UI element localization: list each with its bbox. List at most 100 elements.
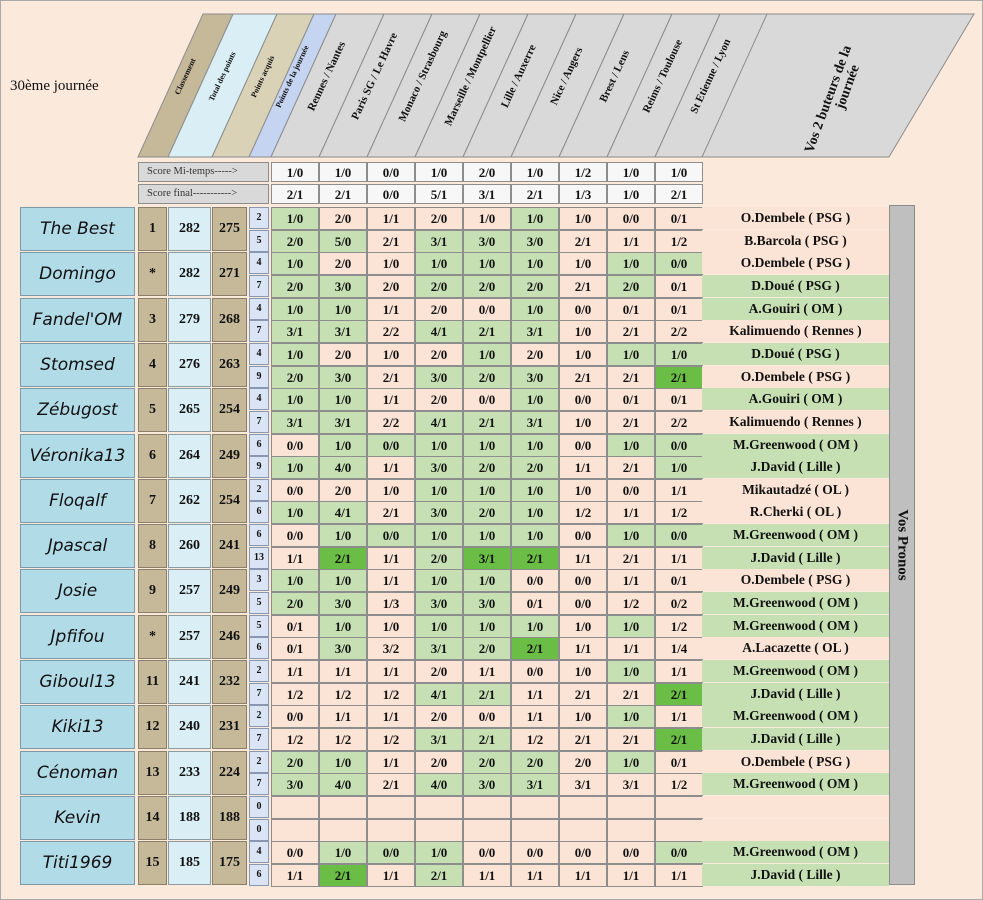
prono-cell: 1/1 <box>367 750 415 774</box>
prono-cell: 2/0 <box>319 252 367 276</box>
day-points: 5 <box>249 229 269 252</box>
prono-cell: 1/0 <box>511 478 559 502</box>
prono-cell: 1/0 <box>319 524 367 548</box>
prono-cell: 3/1 <box>271 320 319 344</box>
player-points-acquis: 249 <box>212 569 247 614</box>
player-rank: 12 <box>138 705 167 750</box>
prono-cell: 0/0 <box>271 433 319 457</box>
prono-cell: 1/2 <box>319 727 367 751</box>
player-name: Véronika13 <box>20 433 135 478</box>
scorer-pick: M.Greenwood ( OM ) <box>702 433 889 456</box>
prono-cell: 2/1 <box>559 682 607 706</box>
player-total-points: 262 <box>168 478 211 523</box>
player-points-acquis: 175 <box>212 841 247 886</box>
mi-temps-score-2: 1/0 <box>319 162 367 182</box>
prono-cell <box>559 818 607 842</box>
scorer-pick: A.Gouiri ( OM ) <box>702 388 889 411</box>
prono-cell: 2/2 <box>367 410 415 434</box>
prono-cell: 2/1 <box>319 863 367 887</box>
prono-cell: 2/1 <box>511 546 559 570</box>
player-total-points: 282 <box>168 207 211 251</box>
prono-cell: 3/0 <box>463 773 511 797</box>
prono-cell: 1/0 <box>319 388 367 412</box>
prono-cell: 1/0 <box>511 524 559 548</box>
player-points-acquis: 254 <box>212 388 247 433</box>
prono-cell <box>415 818 463 842</box>
prono-cell: 3/0 <box>415 456 463 480</box>
prono-cell <box>607 795 655 819</box>
day-points: 2 <box>249 207 269 229</box>
prono-cell: 0/1 <box>271 614 319 638</box>
prono-cell: 1/0 <box>463 569 511 593</box>
prono-cell: 1/1 <box>607 863 655 887</box>
prono-cell: 0/0 <box>559 841 607 865</box>
prono-cell: 1/0 <box>319 297 367 321</box>
prono-cell: 2/1 <box>463 320 511 344</box>
prono-cell <box>415 795 463 819</box>
prono-cell: 3/0 <box>319 592 367 615</box>
prono-cell: 2/1 <box>559 274 607 298</box>
day-points: 3 <box>249 569 269 592</box>
player-name: Stomsed <box>20 342 135 387</box>
prono-cell: 1/0 <box>271 456 319 480</box>
prono-cell: 3/1 <box>271 410 319 434</box>
player-total-points: 188 <box>168 795 211 840</box>
prono-cell: 2/1 <box>511 637 559 661</box>
prono-cell: 1/0 <box>607 252 655 276</box>
day-points: 6 <box>249 501 269 524</box>
player-points-acquis: 268 <box>212 297 247 342</box>
prono-cell: 1/0 <box>607 433 655 457</box>
prono-cell <box>655 818 703 842</box>
prono-cell: 1/2 <box>607 592 655 615</box>
prono-cell <box>271 795 319 819</box>
prono-cell: 3/0 <box>511 365 559 389</box>
scorer-pick: M.Greenwood ( OM ) <box>702 614 889 637</box>
day-points: 7 <box>249 410 269 433</box>
player-rank: 15 <box>138 841 167 886</box>
prono-cell: 2/0 <box>511 750 559 774</box>
player-name: Josie <box>20 569 135 614</box>
prono-cell: 2/1 <box>559 229 607 253</box>
player-name: The Best <box>20 207 135 251</box>
player-name: Fandel'OM <box>20 297 135 342</box>
player-rank: * <box>138 252 167 297</box>
day-points: 5 <box>249 592 269 614</box>
player-total-points: 185 <box>168 841 211 886</box>
day-points: 2 <box>249 660 269 682</box>
prono-cell: 1/0 <box>607 750 655 774</box>
prono-cell: 1/1 <box>607 229 655 253</box>
day-points: 6 <box>249 524 269 547</box>
prono-cell: 4/1 <box>415 682 463 706</box>
prono-cell: 3/0 <box>319 274 367 298</box>
prono-cell: 0/0 <box>463 841 511 865</box>
prono-cell: 1/0 <box>271 297 319 321</box>
prono-cell: 3/1 <box>511 320 559 344</box>
prono-cell: 1/0 <box>655 456 703 480</box>
prono-cell: 3/1 <box>319 410 367 434</box>
mi-temps-score-7: 1/2 <box>559 162 607 182</box>
scorer-pick: M.Greenwood ( OM ) <box>702 841 889 864</box>
prono-cell: 4/0 <box>319 773 367 797</box>
scorer-pick: M.Greenwood ( OM ) <box>702 660 889 682</box>
player-total-points: 257 <box>168 569 211 614</box>
prono-cell: 1/0 <box>559 207 607 230</box>
player-points-acquis: 246 <box>212 614 247 659</box>
prono-cell: 1/0 <box>415 841 463 865</box>
prono-cell: 0/0 <box>559 433 607 457</box>
scorer-pick: A.Gouiri ( OM ) <box>702 297 889 320</box>
prono-cell: 1/0 <box>367 614 415 638</box>
player-total-points: 257 <box>168 614 211 659</box>
prono-cell: 0/1 <box>655 207 703 230</box>
scorer-pick: M.Greenwood ( OM ) <box>702 524 889 547</box>
scorer-pick: R.Cherki ( OL ) <box>702 501 889 524</box>
prono-cell: 1/1 <box>367 660 415 683</box>
prono-cell: 1/1 <box>607 569 655 593</box>
prono-cell: 2/0 <box>367 274 415 298</box>
player-rank: 6 <box>138 433 167 478</box>
prono-cell: 1/1 <box>511 705 559 729</box>
final-score-6: 2/1 <box>511 184 559 204</box>
prono-cell: 0/0 <box>655 524 703 548</box>
mi-temps-score-8: 1/0 <box>607 162 655 182</box>
scorer-pick: O.Dembele ( PSG ) <box>702 252 889 275</box>
final-score-9: 2/1 <box>655 184 703 204</box>
